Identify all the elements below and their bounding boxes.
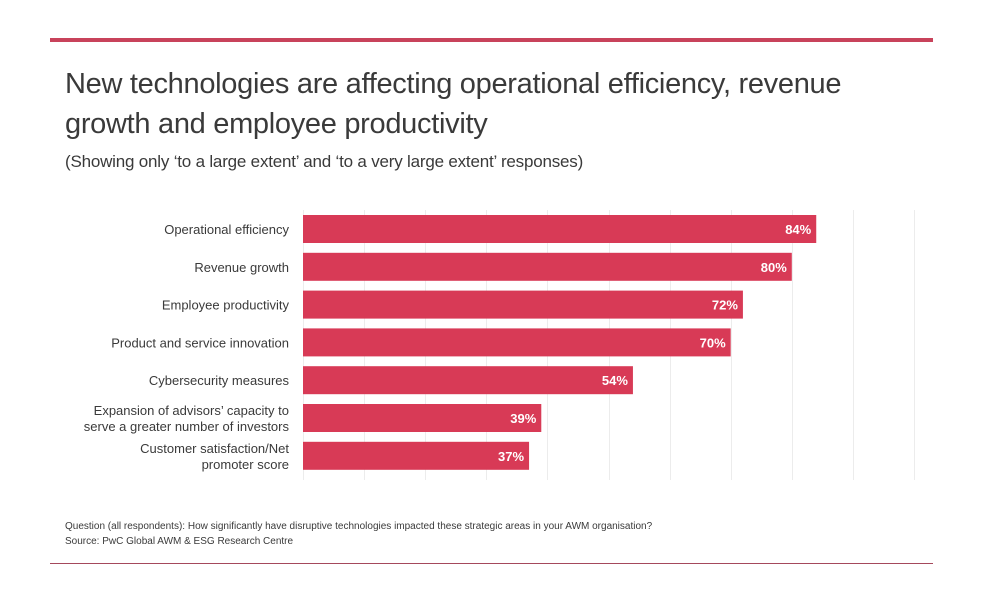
footnote: Question (all respondents): How signific…: [65, 519, 652, 549]
value-label: 37%: [498, 449, 524, 464]
category-label: Operational efficiency: [164, 222, 289, 237]
value-label: 80%: [761, 260, 787, 275]
value-label: 72%: [712, 298, 738, 313]
top-accent-rule: [50, 38, 933, 42]
chart-title: New technologies are affecting operation…: [65, 68, 842, 140]
category-label: promoter score: [202, 457, 289, 472]
bar: [303, 404, 542, 432]
value-label: 70%: [700, 335, 726, 350]
category-labels: Operational efficiency Revenue growth Empl…: [84, 222, 290, 472]
chart-subtitle: (Showing only ‘to a large extent’ and ‘t…: [65, 152, 584, 171]
category-label: Cybersecurity measures: [149, 373, 290, 388]
category-label: serve a greater number of investors: [84, 419, 290, 434]
category-label: Product and service innovation: [111, 335, 289, 350]
category-label: Employee productivity: [162, 298, 290, 313]
category-label: Customer satisfaction/Net: [140, 441, 289, 456]
bottom-rule: [50, 563, 933, 564]
bar: [303, 441, 530, 470]
bar: [303, 328, 731, 357]
category-label: Expansion of advisors’ capacity to: [94, 403, 289, 418]
bar: [303, 215, 817, 243]
bar: [303, 366, 633, 395]
category-label: Revenue growth: [194, 260, 289, 275]
bar: [303, 252, 792, 281]
value-labels: 84% 80% 72% 70% 54% 39% 37%: [498, 222, 812, 464]
value-label: 84%: [785, 222, 811, 237]
value-label: 39%: [510, 411, 536, 426]
value-label: 54%: [602, 373, 628, 388]
bars: [303, 215, 817, 470]
footnote-source: Source: PwC Global AWM & ESG Research Ce…: [65, 536, 294, 547]
footnote-question: Question (all respondents): How signific…: [65, 521, 653, 532]
bar: [303, 290, 743, 319]
